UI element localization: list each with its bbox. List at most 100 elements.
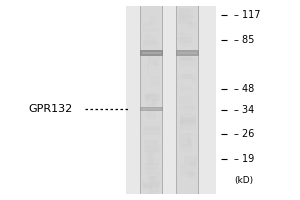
- Bar: [179, 57, 196, 67]
- Bar: [183, 105, 196, 112]
- Bar: [191, 78, 195, 82]
- Bar: [140, 6, 142, 194]
- Bar: [152, 93, 159, 96]
- Bar: [147, 56, 160, 66]
- Bar: [152, 99, 156, 109]
- Text: – 48: – 48: [234, 84, 254, 94]
- Bar: [142, 108, 161, 110]
- Bar: [140, 50, 163, 56]
- Bar: [180, 86, 192, 91]
- Bar: [142, 52, 161, 54]
- Bar: [149, 41, 159, 44]
- Bar: [146, 104, 152, 108]
- Bar: [178, 28, 193, 35]
- Bar: [146, 146, 160, 154]
- Bar: [148, 153, 153, 164]
- Bar: [176, 50, 199, 56]
- Bar: [149, 15, 156, 24]
- Bar: [197, 6, 199, 194]
- Bar: [147, 63, 149, 73]
- Bar: [194, 158, 196, 170]
- Bar: [140, 6, 163, 194]
- Bar: [146, 93, 158, 105]
- Bar: [142, 28, 159, 32]
- Bar: [186, 172, 196, 177]
- Bar: [176, 6, 178, 194]
- Bar: [176, 6, 199, 194]
- Bar: [142, 181, 160, 188]
- Bar: [179, 58, 196, 60]
- Bar: [193, 135, 196, 139]
- Bar: [153, 60, 158, 66]
- Bar: [149, 54, 151, 64]
- Bar: [182, 74, 192, 79]
- Bar: [143, 183, 152, 190]
- Bar: [178, 106, 196, 109]
- Bar: [181, 52, 192, 60]
- Bar: [179, 8, 193, 18]
- Bar: [179, 96, 193, 105]
- Bar: [145, 94, 149, 99]
- Bar: [144, 184, 147, 186]
- Bar: [178, 52, 197, 54]
- Text: – 34: – 34: [234, 105, 254, 115]
- Bar: [178, 32, 185, 35]
- Bar: [140, 107, 163, 111]
- Bar: [182, 60, 196, 62]
- Bar: [180, 117, 196, 125]
- Bar: [186, 124, 188, 131]
- Bar: [187, 138, 192, 145]
- Bar: [146, 113, 156, 119]
- Bar: [178, 18, 192, 24]
- Bar: [178, 133, 196, 135]
- Text: – 85: – 85: [234, 35, 254, 45]
- Bar: [150, 176, 154, 181]
- Bar: [180, 34, 191, 45]
- Bar: [182, 144, 192, 148]
- Bar: [180, 119, 196, 130]
- Bar: [178, 9, 189, 21]
- Bar: [145, 163, 158, 170]
- Bar: [148, 191, 158, 194]
- Bar: [183, 45, 187, 47]
- Bar: [148, 171, 161, 180]
- Bar: [144, 125, 161, 131]
- Bar: [143, 40, 159, 52]
- Bar: [180, 113, 196, 123]
- Bar: [142, 127, 160, 135]
- Bar: [148, 176, 157, 182]
- Bar: [178, 74, 196, 79]
- Text: – 26: – 26: [234, 129, 254, 139]
- Bar: [126, 6, 216, 194]
- Bar: [145, 169, 154, 175]
- Text: – 117: – 117: [234, 10, 260, 20]
- Bar: [148, 109, 160, 112]
- Bar: [180, 164, 195, 175]
- Bar: [179, 143, 193, 152]
- Bar: [146, 32, 148, 40]
- Text: GPR132: GPR132: [28, 104, 73, 114]
- Bar: [179, 121, 182, 130]
- Bar: [143, 23, 155, 26]
- Bar: [147, 108, 155, 113]
- Bar: [190, 161, 194, 166]
- Bar: [178, 20, 196, 27]
- Bar: [184, 156, 197, 165]
- Bar: [154, 141, 155, 145]
- Bar: [180, 15, 194, 19]
- Bar: [148, 91, 154, 98]
- Bar: [188, 22, 196, 29]
- Text: (kD): (kD): [234, 176, 253, 186]
- Bar: [150, 182, 159, 192]
- Bar: [144, 140, 159, 152]
- Bar: [150, 76, 160, 87]
- Bar: [144, 94, 160, 101]
- Bar: [194, 164, 196, 167]
- Bar: [161, 6, 163, 194]
- Bar: [144, 35, 155, 45]
- Bar: [179, 134, 191, 143]
- Text: – 19: – 19: [234, 154, 254, 164]
- Bar: [189, 171, 194, 178]
- Bar: [146, 158, 160, 165]
- Bar: [178, 37, 194, 43]
